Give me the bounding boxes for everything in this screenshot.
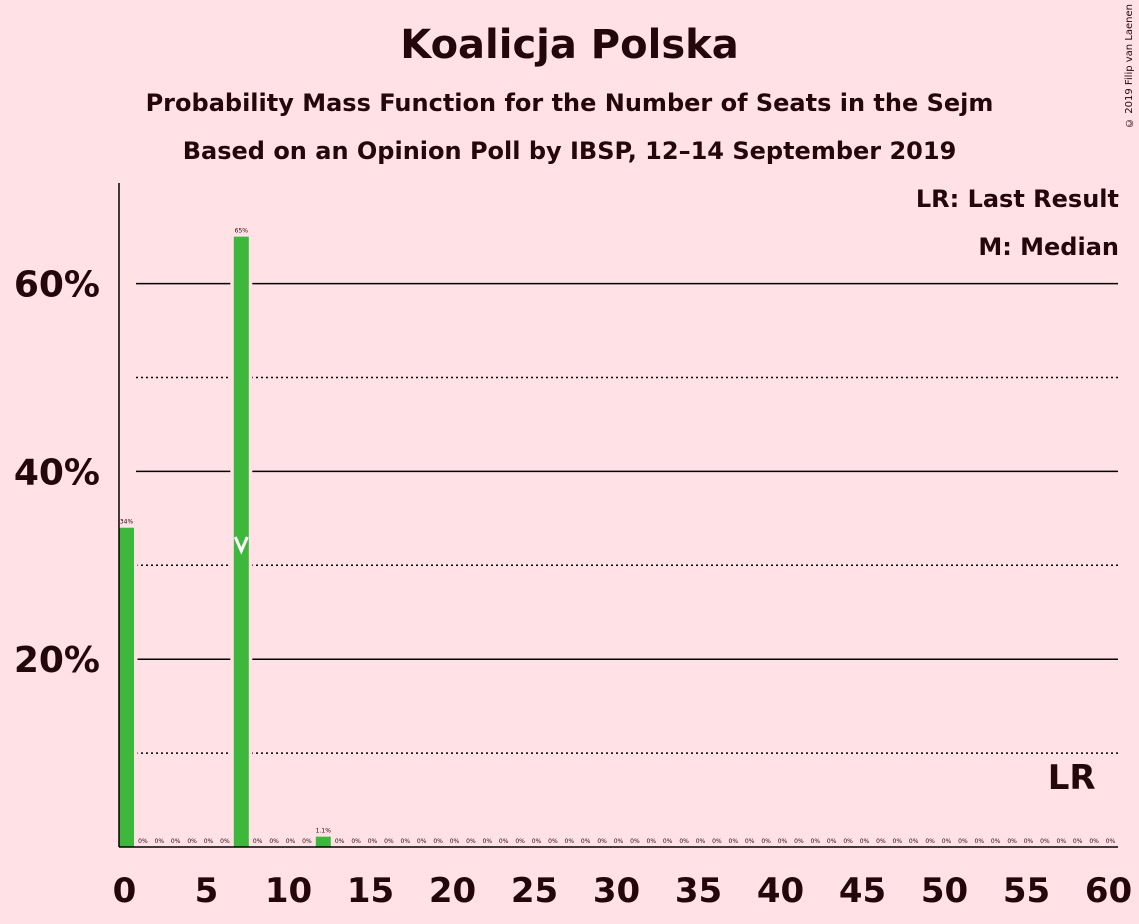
y-tick-label: 20% <box>14 640 100 681</box>
bar-value-label: 0% <box>483 838 493 845</box>
x-tick-label: 35 <box>675 871 722 911</box>
bar-value-label: 0% <box>499 838 509 845</box>
bar-value-label: 0% <box>778 838 788 845</box>
y-tick-label: 60% <box>14 265 100 306</box>
bars <box>115 228 335 847</box>
bar-value-label: 0% <box>253 838 263 845</box>
bar-value-label: 0% <box>220 838 230 845</box>
bar-value-label: 0% <box>630 838 640 845</box>
bar-value-label: 0% <box>729 838 739 845</box>
bar-value-label: 0% <box>794 838 804 845</box>
bar-value-label: 0% <box>532 838 542 845</box>
bar-value-label: 0% <box>187 838 197 845</box>
bar-value-label: 0% <box>679 838 689 845</box>
x-tick-label: 0 <box>113 871 137 911</box>
bar-value-label: 0% <box>1089 838 1099 845</box>
x-tick-label: 20 <box>429 871 476 911</box>
bar-value-label: 0% <box>597 838 607 845</box>
bar-value-label: 0% <box>712 838 722 845</box>
bar-value-label: 0% <box>351 838 361 845</box>
bar-value-label: 65% <box>235 228 249 235</box>
bar-value-label: 0% <box>745 838 755 845</box>
axes: 20% 40% 60% 0 5 10 15 20 25 30 35 40 45 50 55 60 <box>14 183 1132 911</box>
bar-value-label: 0% <box>302 838 312 845</box>
x-tick-label: 30 <box>593 871 640 911</box>
bar-value-label: 0% <box>450 838 460 845</box>
bar-value-label: 0% <box>335 838 345 845</box>
bar-labels: 34%0% 0% 0% 0% 0% 0%65%0% 0% 0% 0%1.1%0% 0% 0% 0% 0%… <box>120 228 1116 845</box>
bar-value-label: 0% <box>827 838 837 845</box>
bar-value-label: 0% <box>942 838 952 845</box>
bar-value-label: 0% <box>975 838 985 845</box>
bar-value-label: 0% <box>368 838 378 845</box>
x-tick-label: 40 <box>757 871 804 911</box>
x-tick-label: 10 <box>265 871 312 911</box>
bar-value-label: 0% <box>1106 838 1116 845</box>
bar-value-label: 0% <box>1024 838 1034 845</box>
x-tick-label: 50 <box>921 871 968 911</box>
x-tick-label: 55 <box>1003 871 1050 911</box>
chart-subtitle-source: Based on an Opinion Poll by IBSP, 12–14 … <box>182 137 957 165</box>
bar-value-label: 0% <box>860 838 870 845</box>
bar-value-label: 0% <box>384 838 394 845</box>
bar-value-label: 0% <box>1073 838 1083 845</box>
bar-value-label: 0% <box>155 838 165 845</box>
legend-median: M: Median <box>978 233 1119 261</box>
bar-value-label: 0% <box>991 838 1001 845</box>
bar-value-label: 0% <box>925 838 935 845</box>
gridlines <box>136 282 1118 754</box>
x-tick-label: 5 <box>195 871 219 911</box>
bar-value-label: 0% <box>1057 838 1067 845</box>
bar-value-label: 0% <box>614 838 624 845</box>
x-tick-label: 25 <box>511 871 558 911</box>
last-result-marker: LR <box>1048 758 1096 798</box>
bar <box>315 836 331 847</box>
bar <box>119 527 134 847</box>
bar-value-label: 0% <box>401 838 411 845</box>
bar-value-label: 0% <box>893 838 903 845</box>
bar <box>233 236 249 847</box>
bar-value-label: 0% <box>417 838 427 845</box>
x-tick-label: 60 <box>1085 871 1132 911</box>
bar-value-label: 1.1% <box>316 828 332 835</box>
legend-last-result: LR: Last Result <box>915 185 1119 213</box>
bar-value-label: 0% <box>138 838 148 845</box>
bar-value-label: 0% <box>269 838 279 845</box>
x-tick-label: 45 <box>839 871 886 911</box>
bar-value-label: 0% <box>515 838 525 845</box>
bar-value-label: 0% <box>811 838 821 845</box>
bar-value-label: 0% <box>286 838 296 845</box>
bar-value-label: 0% <box>433 838 443 845</box>
median-marker <box>233 536 249 555</box>
bar-value-label: 0% <box>548 838 558 845</box>
bar-value-label: 0% <box>843 838 853 845</box>
bar-value-label: 0% <box>696 838 706 845</box>
bar-value-label: 0% <box>876 838 886 845</box>
bar-value-label: 0% <box>204 838 214 845</box>
bar-value-label: 0% <box>909 838 919 845</box>
x-tick-label: 15 <box>347 871 394 911</box>
bar-value-label: 0% <box>761 838 771 845</box>
bar-value-label: 0% <box>171 838 181 845</box>
bar-value-label: 0% <box>565 838 575 845</box>
y-tick-label: 40% <box>14 452 100 493</box>
chart-subtitle: Probability Mass Function for the Number… <box>145 89 994 117</box>
bar-value-label: 0% <box>1007 838 1017 845</box>
bar-value-label: 0% <box>663 838 673 845</box>
bar-value-label: 0% <box>466 838 476 845</box>
bar-value-label: 0% <box>581 838 591 845</box>
bar-value-label: 34% <box>120 519 134 526</box>
markers: LR <box>233 536 1096 798</box>
bar-value-label: 0% <box>1040 838 1050 845</box>
bar-value-label: 0% <box>647 838 657 845</box>
chart-title: Koalicja Polska <box>400 22 739 68</box>
bar-value-label: 0% <box>958 838 968 845</box>
